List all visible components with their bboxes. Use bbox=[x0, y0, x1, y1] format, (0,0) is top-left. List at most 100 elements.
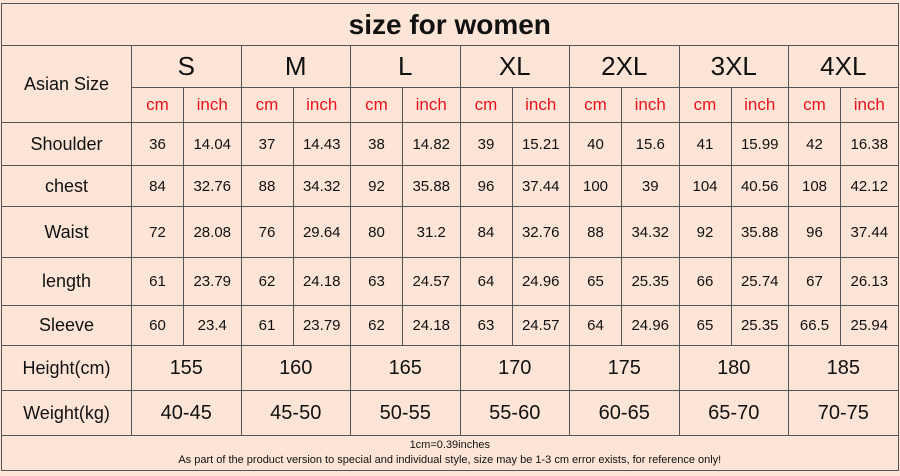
size-label: S bbox=[131, 45, 242, 88]
measure-value: 39 bbox=[621, 165, 680, 207]
unit-label: inch bbox=[730, 87, 789, 123]
measure-value: 37.44 bbox=[511, 165, 570, 207]
measure-value: 35.88 bbox=[402, 165, 461, 207]
measure-value: 26.13 bbox=[840, 257, 899, 306]
height-value: 180 bbox=[678, 345, 789, 391]
row-label: Sleeve bbox=[1, 305, 132, 346]
measure-value: 24.96 bbox=[621, 305, 680, 346]
measure-value: 37 bbox=[240, 122, 294, 166]
note-line: 1cm=0.39inches bbox=[409, 439, 490, 451]
weight-value: 55-60 bbox=[459, 390, 570, 436]
unit-label: inch bbox=[183, 87, 242, 123]
table-row: Weight(kg) 40-45 45-50 50-55 55-60 60-65 65-70… bbox=[1, 390, 899, 436]
header-label: Asian Size bbox=[1, 45, 132, 123]
footnote: 1cm=0.39inches As part of the product ver… bbox=[1, 435, 899, 471]
measure-value: 14.43 bbox=[292, 122, 351, 166]
unit-label: inch bbox=[402, 87, 461, 123]
unit-label: cm bbox=[569, 87, 622, 123]
table-title: size for women bbox=[1, 3, 899, 46]
measure-value: 40.56 bbox=[730, 165, 789, 207]
unit-label: cm bbox=[459, 87, 513, 123]
unit-label: inch bbox=[292, 87, 351, 123]
row-label: Weight(kg) bbox=[1, 390, 132, 436]
measure-value: 65 bbox=[569, 257, 622, 306]
measure-value: 92 bbox=[678, 206, 732, 258]
measure-value: 61 bbox=[131, 257, 184, 306]
table-row: size for women bbox=[1, 3, 899, 46]
measure-value: 72 bbox=[131, 206, 184, 258]
measure-value: 15.21 bbox=[511, 122, 570, 166]
unit-label: cm bbox=[678, 87, 732, 123]
row-label: chest bbox=[1, 165, 132, 207]
measure-value: 29.64 bbox=[292, 206, 351, 258]
table-row: Shoulder 36 14.04 37 14.43 38 14.82 39 15.21 40 15… bbox=[1, 122, 899, 166]
measure-value: 25.94 bbox=[840, 305, 899, 346]
unit-label: inch bbox=[621, 87, 680, 123]
size-table: size for women Asian Size S M L XL 2XL 3XL 4XL cm… bbox=[1, 3, 899, 471]
table-row: Sleeve 60 23.4 61 23.79 62 24.18 63 24.57 64 24.96… bbox=[1, 305, 899, 346]
weight-value: 45-50 bbox=[240, 390, 351, 436]
measure-value: 24.18 bbox=[402, 305, 461, 346]
unit-label: inch bbox=[511, 87, 570, 123]
measure-value: 63 bbox=[459, 305, 513, 346]
measure-value: 67 bbox=[788, 257, 841, 306]
note-line: As part of the product version to specia… bbox=[178, 454, 722, 466]
row-label: Shoulder bbox=[1, 122, 132, 166]
table-row: cm inch cm inch cm inch cm inch cm inch cm inch cm in… bbox=[2, 87, 899, 123]
size-label: L bbox=[350, 45, 461, 88]
measure-value: 31.2 bbox=[402, 206, 461, 258]
height-value: 165 bbox=[350, 345, 461, 391]
unit-label: cm bbox=[240, 87, 294, 123]
unit-label: cm bbox=[350, 87, 403, 123]
measure-value: 23.79 bbox=[183, 257, 242, 306]
weight-value: 40-45 bbox=[131, 390, 242, 436]
table-row: length 61 23.79 62 24.18 63 24.57 64 24.96 65 25.3… bbox=[1, 257, 899, 306]
measure-value: 24.57 bbox=[402, 257, 461, 306]
table-row: Height(cm) 155 160 165 170 175 180 185 bbox=[1, 345, 899, 391]
measure-value: 14.04 bbox=[183, 122, 242, 166]
measure-value: 34.32 bbox=[621, 206, 680, 258]
measure-value: 108 bbox=[788, 165, 841, 207]
measure-value: 24.18 bbox=[292, 257, 351, 306]
height-value: 155 bbox=[131, 345, 242, 391]
row-label: length bbox=[1, 257, 132, 306]
measure-value: 96 bbox=[788, 206, 841, 258]
measure-value: 28.08 bbox=[183, 206, 242, 258]
table-row: Asian Size S M L XL 2XL 3XL 4XL bbox=[1, 45, 899, 123]
measure-value: 16.38 bbox=[840, 122, 899, 166]
measure-value: 92 bbox=[350, 165, 403, 207]
measure-value: 38 bbox=[350, 122, 403, 166]
size-label: 2XL bbox=[569, 45, 680, 88]
measure-value: 25.74 bbox=[730, 257, 789, 306]
measure-value: 62 bbox=[350, 305, 403, 346]
size-label: 4XL bbox=[788, 45, 899, 88]
measure-value: 64 bbox=[459, 257, 513, 306]
height-value: 185 bbox=[788, 345, 899, 391]
measure-value: 80 bbox=[350, 206, 403, 258]
measure-value: 24.57 bbox=[511, 305, 570, 346]
measure-value: 88 bbox=[569, 206, 622, 258]
row-label: Waist bbox=[1, 206, 132, 258]
unit-label: cm bbox=[788, 87, 841, 123]
measure-value: 96 bbox=[459, 165, 513, 207]
weight-value: 60-65 bbox=[569, 390, 680, 436]
measure-value: 32.76 bbox=[511, 206, 570, 258]
weight-value: 50-55 bbox=[350, 390, 461, 436]
measure-value: 25.35 bbox=[730, 305, 789, 346]
measure-value: 15.6 bbox=[621, 122, 680, 166]
row-label: Height(cm) bbox=[1, 345, 132, 391]
measure-value: 66 bbox=[678, 257, 732, 306]
measure-value: 42.12 bbox=[840, 165, 899, 207]
size-label: 3XL bbox=[678, 45, 789, 88]
measure-value: 39 bbox=[459, 122, 513, 166]
measure-value: 37.44 bbox=[840, 206, 899, 258]
measure-value: 84 bbox=[459, 206, 513, 258]
table-row: Waist 72 28.08 76 29.64 80 31.2 84 32.76 88 34.32 9… bbox=[1, 206, 899, 258]
measure-value: 34.32 bbox=[292, 165, 351, 207]
measure-value: 41 bbox=[678, 122, 732, 166]
measure-value: 64 bbox=[569, 305, 622, 346]
measure-value: 60 bbox=[131, 305, 184, 346]
size-label: M bbox=[240, 45, 351, 88]
measure-value: 100 bbox=[569, 165, 622, 207]
